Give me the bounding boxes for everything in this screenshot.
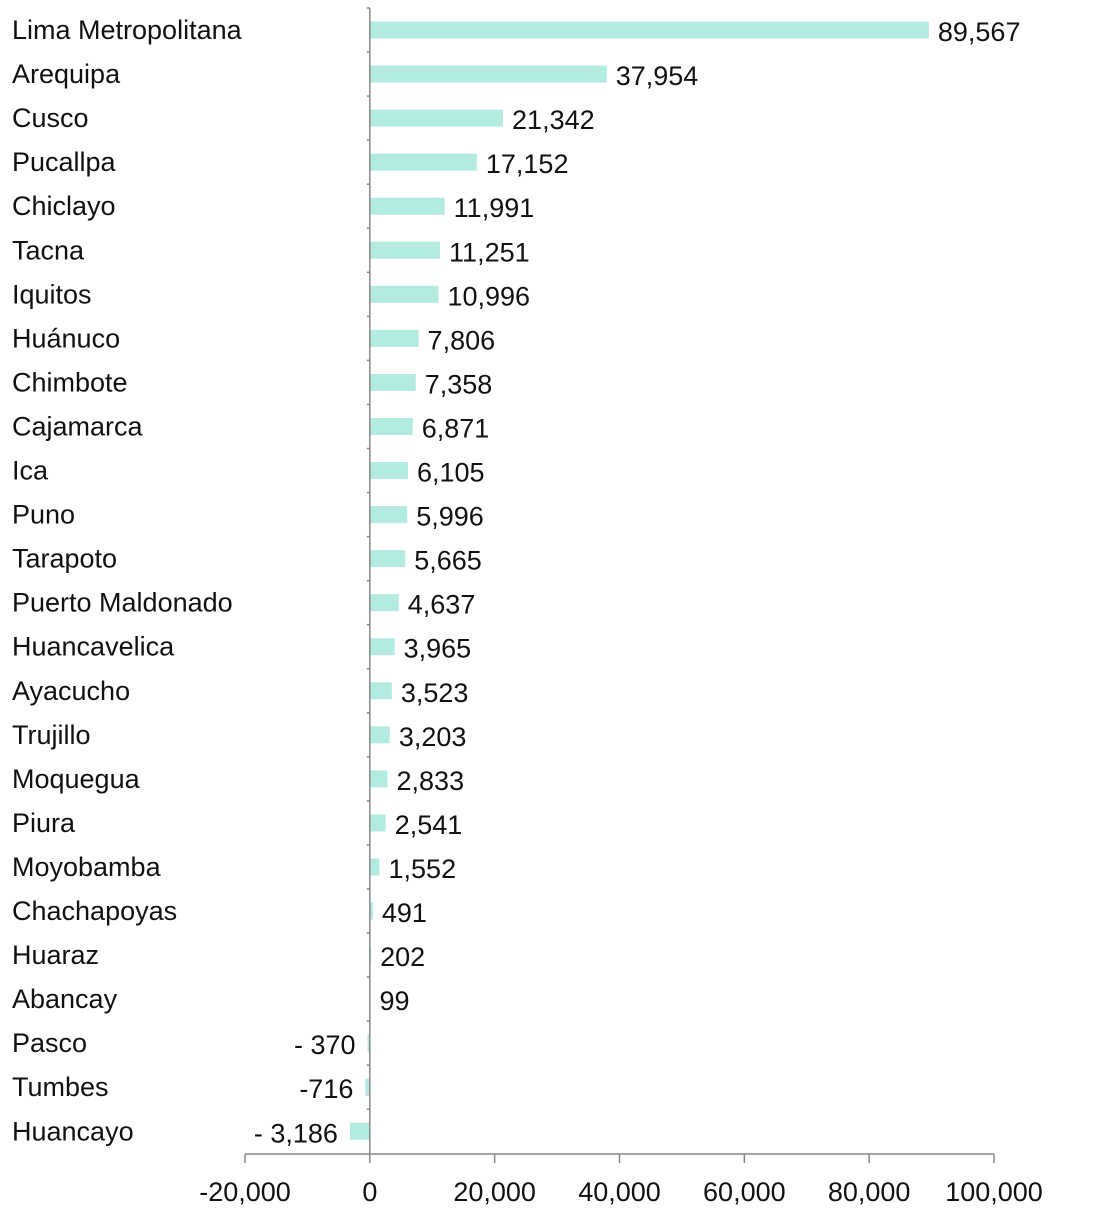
axes-group: [245, 7, 994, 1155]
x-tick-label: 80,000: [828, 1177, 911, 1206]
data-label: 7,806: [428, 325, 496, 355]
data-label: -716: [299, 1074, 353, 1104]
data-label: 11,991: [454, 193, 535, 223]
bar-9: [369, 417, 413, 435]
bar-20: [369, 902, 373, 920]
category-label: Piura: [12, 808, 76, 838]
category-label: Pasco: [12, 1028, 87, 1058]
bar-24: [365, 1078, 370, 1096]
bar-10: [369, 462, 408, 480]
x-tick-label: 40,000: [578, 1177, 661, 1206]
category-label: Moquegua: [12, 764, 141, 794]
data-label: 202: [380, 942, 425, 972]
data-label: 37,954: [616, 61, 699, 91]
x-tick-label: 0: [362, 1177, 377, 1206]
bar-8: [369, 373, 416, 391]
bars-group: [349, 21, 929, 1140]
category-label: Arequipa: [12, 59, 121, 89]
category-label: Cajamarca: [12, 411, 144, 441]
bar-19: [369, 858, 380, 876]
bar-15: [369, 682, 392, 700]
data-label: 21,342: [512, 105, 595, 135]
category-label: Ica: [12, 456, 49, 486]
data-label: 6,105: [417, 458, 485, 488]
category-label: Tacna: [12, 235, 85, 265]
bar-3: [369, 153, 477, 171]
bar-16: [369, 726, 390, 744]
category-label: Trujillo: [12, 720, 91, 750]
data-label: 2,833: [397, 766, 465, 796]
bar-4: [369, 197, 445, 215]
bar-11: [369, 506, 408, 524]
data-label: 7,358: [425, 369, 493, 399]
category-label: Iquitos: [12, 279, 92, 309]
data-label: - 3,186: [254, 1118, 338, 1148]
x-tick-label: 20,000: [453, 1177, 536, 1206]
data-label: 11,251: [449, 237, 530, 267]
category-label: Lima Metropolitana: [12, 15, 243, 45]
category-label: Huancavelica: [12, 632, 175, 662]
value-labels: 89,567 37,954 21,342 17,152 11,991 11,251 10,9…: [254, 17, 1021, 1148]
data-label: 491: [382, 898, 427, 928]
category-label: Chiclayo: [12, 191, 116, 221]
bar-17: [369, 770, 388, 788]
category-label: Puno: [12, 500, 75, 530]
category-label: Tarapoto: [12, 544, 117, 574]
bar-2: [369, 109, 504, 127]
category-label: Cusco: [12, 103, 89, 133]
x-axis-ticks: -20,000 0 20,000 40,000 60,000 80,000 100,000: [199, 1154, 1043, 1207]
bar-12: [369, 550, 406, 568]
category-label: Abancay: [12, 984, 118, 1014]
category-label: Huaraz: [12, 940, 99, 970]
bar-7: [369, 329, 419, 347]
data-label: 99: [379, 986, 409, 1016]
data-label: 4,637: [408, 590, 476, 620]
bar-23: [367, 1034, 370, 1052]
bar-18: [369, 814, 386, 832]
data-label: 2,541: [395, 810, 463, 840]
category-label: Puerto Maldonado: [12, 588, 233, 618]
data-label: 3,203: [399, 722, 467, 752]
category-label: Huancayo: [12, 1116, 134, 1146]
x-tick-label: 100,000: [945, 1177, 1043, 1206]
x-tick-label: -20,000: [199, 1177, 291, 1206]
category-label: Huánuco: [12, 323, 120, 353]
category-label: Moyobamba: [12, 852, 162, 882]
data-label: - 370: [294, 1030, 356, 1060]
bar-0: [369, 21, 929, 39]
data-label: 5,665: [414, 546, 482, 576]
category-label: Chimbote: [12, 367, 128, 397]
data-label: 3,965: [404, 634, 472, 664]
bar-14: [369, 638, 395, 656]
bar-25: [349, 1122, 370, 1140]
data-label: 1,552: [389, 854, 457, 884]
bar-1: [369, 65, 607, 83]
x-tick-label: 60,000: [703, 1177, 786, 1206]
category-labels: Lima Metropolitana Arequipa Cusco Pucallpa C…: [12, 15, 243, 1146]
bar-6: [369, 285, 439, 303]
bar-5: [369, 241, 441, 259]
bar-13: [369, 594, 399, 612]
category-label: Ayacucho: [12, 676, 130, 706]
category-label: Tumbes: [12, 1072, 109, 1102]
category-label: Chachapoyas: [12, 896, 177, 926]
data-label: 89,567: [938, 17, 1021, 47]
data-label: 10,996: [447, 281, 530, 311]
data-label: 3,523: [401, 678, 469, 708]
category-label: Pucallpa: [12, 147, 117, 177]
data-label: 17,152: [486, 149, 569, 179]
data-label: 5,996: [416, 502, 484, 532]
data-label: 6,871: [422, 413, 490, 443]
